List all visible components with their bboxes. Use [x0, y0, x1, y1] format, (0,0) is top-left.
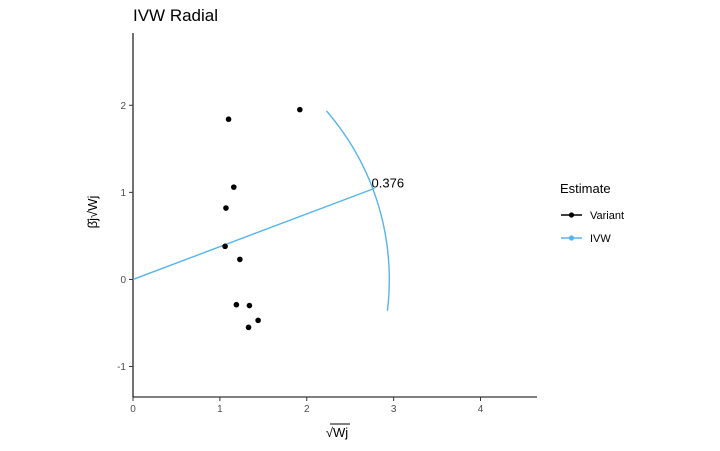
ivw-layer: [132, 110, 390, 311]
points: [222, 106, 303, 331]
axes: 0 1 2 3 4 -1 0 1 2 √Wj β̂j√Wj: [85, 33, 537, 440]
legend-label: Variant: [590, 210, 624, 222]
legend-key-dot: [568, 235, 575, 241]
variant-point: [223, 205, 229, 211]
variant-point: [297, 106, 303, 113]
variant-point: [237, 256, 243, 263]
ivw-estimate-label: 0.376: [372, 175, 405, 190]
legend-title: Estimate: [560, 181, 611, 196]
x-tick-label: 4: [478, 404, 484, 415]
variant-point: [222, 243, 228, 250]
variant-point: [230, 184, 237, 190]
x-tick-label: 2: [304, 404, 310, 415]
x-tick-label: 1: [217, 404, 223, 415]
y-tick-label: 2: [120, 101, 126, 112]
legend-label: IVW: [590, 233, 611, 245]
legend: Estimate Variant IVW: [560, 181, 624, 245]
variant-point: [245, 324, 252, 331]
y-tick-label: 0: [120, 275, 126, 286]
y-tick-label: 1: [120, 188, 126, 199]
x-tick-label: 3: [391, 404, 397, 415]
ivw-arc: [325, 110, 390, 311]
variant-point: [233, 301, 240, 308]
variant-point: [225, 116, 232, 123]
ivw-line: [132, 187, 375, 281]
chart-title: IVW Radial: [133, 6, 218, 25]
variant-point: [255, 317, 261, 324]
y-axis-label: β̂j√Wj: [85, 196, 100, 229]
y-tick-label: -1: [117, 362, 126, 373]
x-tick-label: 0: [130, 404, 136, 415]
x-axis-label: √Wj: [326, 425, 348, 440]
legend-key-dot: [568, 212, 575, 218]
variant-point: [246, 302, 253, 309]
